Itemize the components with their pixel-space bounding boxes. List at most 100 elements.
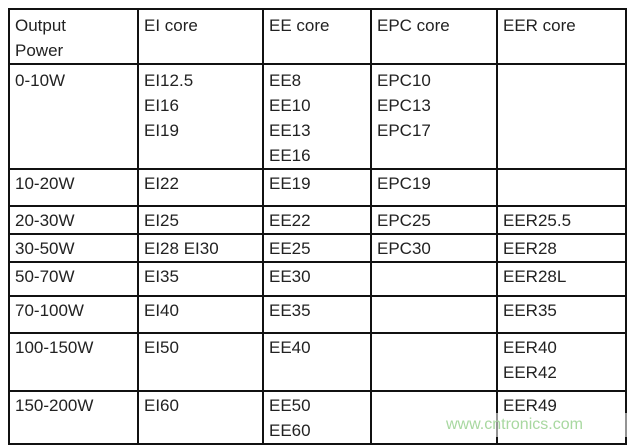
- cell-text: EER49: [503, 396, 557, 415]
- cell-text: EER28: [503, 239, 557, 258]
- cell-text: EER40: [503, 338, 557, 357]
- cell-text: EI60: [144, 396, 179, 415]
- table-cell: 150-200W: [8, 390, 139, 445]
- cell-text: EE22: [269, 211, 311, 230]
- header-row: Output Power EI core EE core EPC core EER cor…: [8, 8, 627, 65]
- cell-text: 10-20W: [15, 174, 75, 193]
- cell-text: EI16: [144, 96, 179, 115]
- cell-text: Output: [15, 16, 67, 35]
- cell-text: EER28L: [503, 267, 567, 286]
- cell-text: EE10: [269, 96, 311, 115]
- table-cell: 70-100W: [8, 295, 139, 334]
- table-cell: 30-50W: [8, 233, 139, 263]
- table-cell: [370, 295, 498, 334]
- table-cell: EE35: [262, 295, 372, 334]
- table-cell: EI22: [137, 168, 264, 207]
- table-cell: EI35: [137, 261, 264, 297]
- table-cell: 0-10W: [8, 63, 139, 170]
- table-cell: EI40: [137, 295, 264, 334]
- table-cell: [370, 332, 498, 392]
- cell-text: EI core: [144, 16, 198, 35]
- table-cell: EI12.5 EI16 EI19: [137, 63, 264, 170]
- table-cell: EPC30: [370, 233, 498, 263]
- table-cell: EPC10 EPC13 EPC17: [370, 63, 498, 170]
- table-cell: 50-70W: [8, 261, 139, 297]
- cell-text: EPC17: [377, 121, 431, 140]
- cell-text: 30-50W: [15, 239, 75, 258]
- cell-text: EE16: [269, 146, 311, 165]
- cell-text: EPC19: [377, 174, 431, 193]
- cell-text: EER core: [503, 16, 576, 35]
- table-cell: EI60: [137, 390, 264, 445]
- cell-text: 0-10W: [15, 71, 66, 90]
- table-row: 10-20W EI22 EE19 EPC19: [8, 168, 627, 207]
- table-cell: [370, 261, 498, 297]
- cell-text: EPC13: [377, 96, 431, 115]
- table-cell: EER25.5: [496, 205, 627, 235]
- table-cell: EER28L: [496, 261, 627, 297]
- cell-text: 20-30W: [15, 211, 75, 230]
- header-cell: EPC core: [370, 8, 498, 65]
- table-cell: EE40: [262, 332, 372, 392]
- cell-text: EE30: [269, 267, 311, 286]
- table-cell: EER40 EER42: [496, 332, 627, 392]
- cell-text: EI50: [144, 338, 179, 357]
- cell-text: EI25: [144, 211, 179, 230]
- cell-text: EPC25: [377, 211, 431, 230]
- cell-text: EPC core: [377, 16, 450, 35]
- table-row: 20-30W EI25 EE22 EPC25 EER25.5: [8, 205, 627, 235]
- cell-text: Power: [15, 41, 64, 60]
- watermark: www.cntronics.com: [440, 413, 631, 437]
- cell-text: 70-100W: [15, 301, 84, 320]
- table-cell: 10-20W: [8, 168, 139, 207]
- table-cell: EER28: [496, 233, 627, 263]
- cell-text: EI12.5: [144, 71, 194, 90]
- cell-text: EE8: [269, 71, 302, 90]
- cell-text: EER25.5: [503, 211, 572, 230]
- table-cell: 20-30W: [8, 205, 139, 235]
- cell-text: EE60: [269, 421, 311, 440]
- cell-text: 100-150W: [15, 338, 94, 357]
- table-cell: EE8 EE10 EE13 EE16: [262, 63, 372, 170]
- header-cell: EI core: [137, 8, 264, 65]
- table-cell: EE50 EE60: [262, 390, 372, 445]
- cell-text: EE40: [269, 338, 311, 357]
- table-cell: EE22: [262, 205, 372, 235]
- cell-text: EE50: [269, 396, 311, 415]
- table-cell: EE19: [262, 168, 372, 207]
- cell-text: EI22: [144, 174, 179, 193]
- cell-text: 150-200W: [15, 396, 94, 415]
- table-row: 50-70W EI35 EE30 EER28L: [8, 261, 627, 297]
- cell-text: EPC30: [377, 239, 431, 258]
- table-cell: EI50: [137, 332, 264, 392]
- table-cell: EPC25: [370, 205, 498, 235]
- cell-text: 50-70W: [15, 267, 75, 286]
- cell-text: EI28 EI30: [144, 239, 219, 258]
- table-row: 70-100W EI40 EE35 EER35: [8, 295, 627, 334]
- table-cell: 100-150W: [8, 332, 139, 392]
- header-cell: EER core: [496, 8, 627, 65]
- table-row: 0-10W EI12.5 EI16 EI19 EE8 EE10 EE13 EE16 EPC10 E…: [8, 63, 627, 170]
- core-selection-table: Output Power EI core EE core EPC core EER cor…: [8, 8, 627, 445]
- table-cell: [496, 63, 627, 170]
- table-row: 100-150W EI50 EE40 EER40 EER42: [8, 332, 627, 392]
- table-cell: EER35: [496, 295, 627, 334]
- table-row: 30-50W EI28 EI30 EE25 EPC30 EER28: [8, 233, 627, 263]
- header-cell: EE core: [262, 8, 372, 65]
- cell-text: EE25: [269, 239, 311, 258]
- cell-text: EE13: [269, 121, 311, 140]
- header-cell: Output Power: [8, 8, 139, 65]
- table-cell: EI28 EI30: [137, 233, 264, 263]
- cell-text: EI40: [144, 301, 179, 320]
- cell-text: EER35: [503, 301, 557, 320]
- table-cell: [496, 168, 627, 207]
- cell-text: EI35: [144, 267, 179, 286]
- table-cell: EI25: [137, 205, 264, 235]
- cell-text: EE19: [269, 174, 311, 193]
- table-cell: EPC19: [370, 168, 498, 207]
- cell-text: EER42: [503, 363, 557, 382]
- table-cell: EE30: [262, 261, 372, 297]
- cell-text: EI19: [144, 121, 179, 140]
- cell-text: EE35: [269, 301, 311, 320]
- table-cell: EE25: [262, 233, 372, 263]
